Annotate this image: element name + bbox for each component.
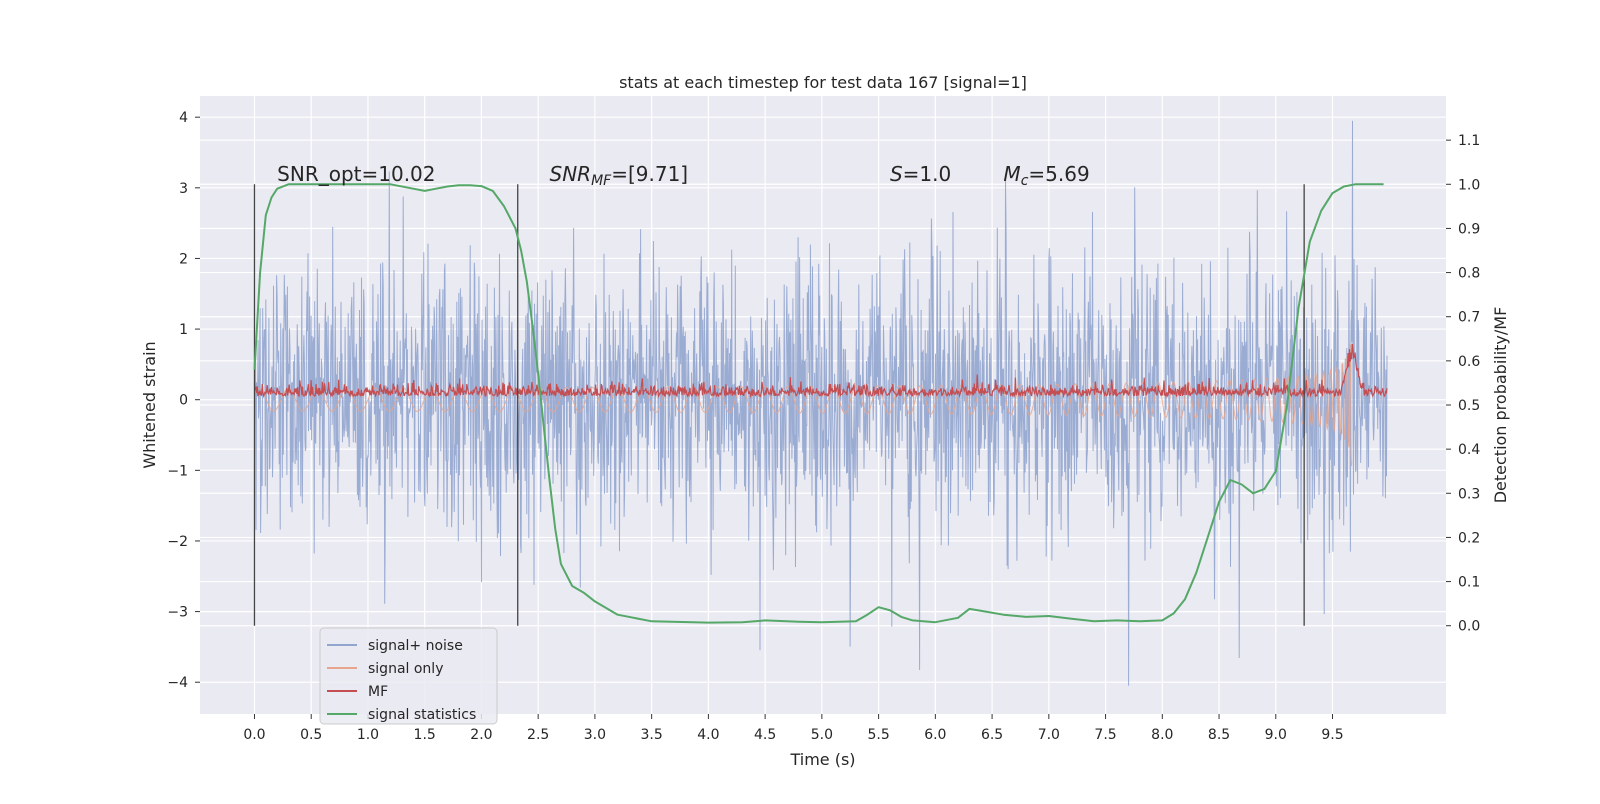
annotation-main: SNR_opt=10.02	[277, 162, 435, 186]
x-tick-label: 3.5	[641, 727, 663, 743]
y-right-tick-label: 0.1	[1458, 575, 1480, 591]
annotation-main: SNR	[550, 162, 592, 186]
annotation: SNR_opt=10.02	[277, 162, 435, 186]
x-tick-label: 5.5	[867, 727, 889, 743]
signal-only-series	[254, 344, 1353, 467]
y-right-tick-label: 0.5	[1458, 398, 1480, 414]
annotation-main: S	[890, 162, 903, 186]
legend-label: signal+ noise	[368, 638, 463, 654]
x-tick-label: 3.0	[584, 727, 606, 743]
y-left-tick-label: −3	[167, 605, 188, 621]
signal-statistics-line	[253, 183, 1384, 624]
x-tick-label: 9.0	[1265, 727, 1287, 743]
x-axis-label: Time (s)	[789, 750, 855, 769]
x-tick-label: 2.0	[470, 727, 492, 743]
y-right-tick-label: 0.7	[1458, 310, 1480, 326]
vertical-markers	[253, 184, 1305, 626]
x-tick-label: 6.0	[924, 727, 946, 743]
mf-series	[253, 343, 1388, 399]
y-right-tick-label: 0.3	[1458, 486, 1480, 502]
x-tick-label: 7.5	[1094, 727, 1116, 743]
annotation-main: M	[1003, 162, 1020, 186]
y-axis-label-right: Detection probability/MF	[1491, 307, 1510, 504]
legend-items: signal+ noise signal only MF signal statist…	[327, 638, 476, 723]
annotation: S=1.0	[890, 162, 951, 186]
signal-noise-series	[254, 120, 1388, 686]
y-left-tick-label: 3	[179, 181, 188, 197]
annotation: Mc=5.69	[1003, 162, 1089, 189]
legend: signal+ noise signal only MF signal statist…	[319, 627, 498, 725]
y-right-tick-label: 0.8	[1458, 266, 1480, 282]
y-right-tick-label: 0.9	[1458, 221, 1480, 237]
y-left-tick-label: −4	[167, 675, 188, 691]
signal-only-line	[254, 344, 1353, 467]
x-tick-label: 4.0	[697, 727, 719, 743]
x-tick-label: 0.0	[243, 727, 265, 743]
y-left-tick-labels: 4 3 2 1 0 −1 −2 −3 −4	[167, 110, 200, 691]
y-right-tick-labels: 1.1 1.0 0.9 0.8 0.7 0.6 0.5 0.4 0.3 0.2 0.1 0.0	[1446, 133, 1480, 635]
y-left-tick-label: 2	[179, 251, 188, 267]
legend-label: MF	[368, 684, 388, 700]
annotation-suffix: =5.69	[1028, 162, 1089, 186]
annotation-subscript: MF	[591, 173, 612, 189]
y-right-tick-label: 0.4	[1458, 442, 1480, 458]
annotation-subscript: c	[1021, 173, 1029, 189]
y-left-tick-label: −1	[167, 463, 188, 479]
annotations: SNR_opt=10.02 SNRMF=[9.71] S=1.0 Mc=5.69	[277, 162, 1090, 189]
signal-statistics-series	[253, 183, 1384, 624]
legend-box	[319, 627, 498, 725]
annotation: SNRMF=[9.71]	[550, 162, 689, 189]
x-tick-label: 6.5	[981, 727, 1003, 743]
x-tick-label: 8.5	[1208, 727, 1230, 743]
y-right-tick-label: 0.0	[1458, 619, 1480, 635]
legend-label: signal only	[368, 661, 443, 677]
y-right-tick-label: 1.1	[1458, 133, 1480, 149]
y-axis-label-left: Whitened strain	[140, 341, 159, 468]
annotation-suffix: =[9.71]	[611, 162, 688, 186]
y-left-tick-label: −2	[167, 534, 188, 550]
y-right-tick-label: 0.2	[1458, 530, 1480, 546]
x-tick-label: 0.5	[300, 727, 322, 743]
x-tick-label: 8.0	[1151, 727, 1173, 743]
y-left-tick-label: 0	[179, 393, 188, 409]
chart-title: stats at each timestep for test data 167…	[619, 73, 1027, 92]
y-right-tick-label: 0.6	[1458, 354, 1480, 370]
y-right-tick-label: 1.0	[1458, 177, 1480, 193]
y-left-tick-label: 4	[179, 110, 188, 126]
x-tick-label: 1.0	[357, 727, 379, 743]
x-tick-label: 7.0	[1038, 727, 1060, 743]
x-tick-label: 5.0	[811, 727, 833, 743]
x-tick-label: 4.5	[754, 727, 776, 743]
mf-line	[253, 343, 1388, 399]
x-tick-label: 1.5	[414, 727, 436, 743]
y-left-tick-label: 1	[179, 322, 188, 338]
x-tick-label: 9.5	[1321, 727, 1343, 743]
x-tick-labels: 0.0 0.5 1.0 1.5 2.0 2.5 3.0 3.5 4.0 4.5 5.0 5.5 6.0 6…	[243, 714, 1344, 743]
signal-noise-line	[254, 120, 1388, 686]
x-tick-label: 2.5	[527, 727, 549, 743]
legend-label: signal statistics	[368, 707, 476, 723]
annotation-suffix: =1.0	[903, 162, 952, 186]
